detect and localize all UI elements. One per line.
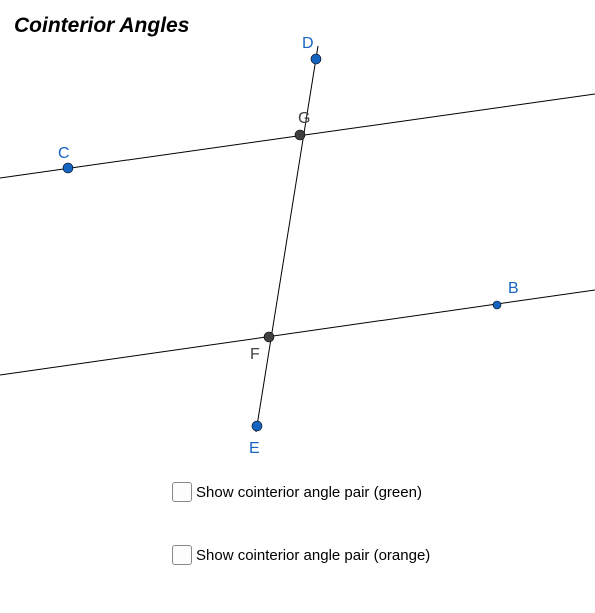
point-d[interactable]	[311, 54, 321, 64]
point-c[interactable]	[63, 163, 73, 173]
checkbox-orange-group: Show cointerior angle pair (orange)	[172, 545, 430, 565]
checkbox-green[interactable]	[172, 482, 192, 502]
point-f[interactable]	[264, 332, 274, 342]
point-label-f: F	[250, 346, 260, 364]
point-label-d: D	[302, 35, 314, 53]
checkbox-orange-label: Show cointerior angle pair (orange)	[196, 547, 430, 564]
geometry-diagram	[0, 0, 595, 613]
point-b[interactable]	[493, 301, 501, 309]
checkbox-orange[interactable]	[172, 545, 192, 565]
point-e[interactable]	[252, 421, 262, 431]
point-g[interactable]	[295, 130, 305, 140]
point-label-g: G	[298, 110, 310, 128]
point-label-c: C	[58, 145, 70, 163]
point-label-e: E	[249, 440, 260, 458]
checkbox-green-label: Show cointerior angle pair (green)	[196, 484, 422, 501]
point-label-b: B	[508, 280, 519, 298]
geometry-line	[256, 46, 318, 432]
checkbox-green-group: Show cointerior angle pair (green)	[172, 482, 422, 502]
geometry-line	[0, 290, 595, 375]
